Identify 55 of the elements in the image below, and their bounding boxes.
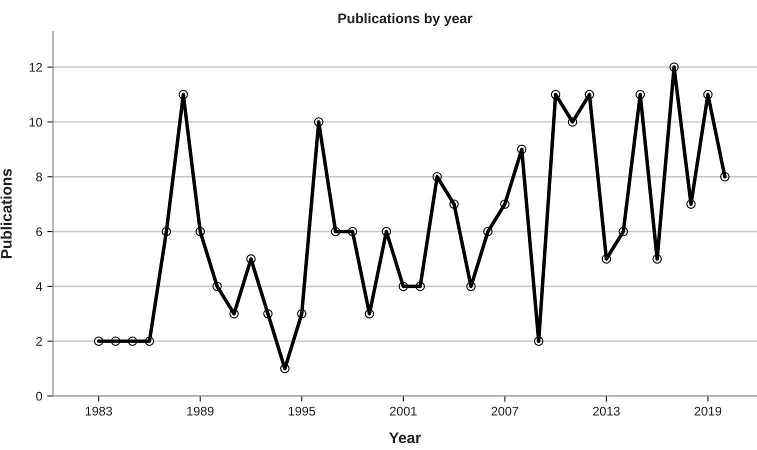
point <box>196 226 205 236</box>
point <box>128 336 138 346</box>
point <box>686 199 696 209</box>
y-tick-label: 10 <box>30 118 42 127</box>
x-axis-title: Year <box>389 432 421 444</box>
point <box>568 117 578 127</box>
x-tick-label: 2019 <box>694 406 722 416</box>
y-tick-label: 6 <box>36 227 42 236</box>
chart-title: Publications by year <box>338 13 472 26</box>
point <box>263 309 273 318</box>
x-tick-label: 2007 <box>492 406 518 416</box>
point <box>669 62 679 72</box>
y-tick-label: 12 <box>30 62 42 72</box>
point <box>652 254 662 264</box>
point <box>348 226 358 236</box>
point <box>618 226 628 236</box>
y-tick-label: 4 <box>36 282 42 291</box>
point <box>382 226 392 236</box>
point <box>432 172 442 182</box>
point <box>584 90 594 100</box>
point <box>449 199 459 209</box>
point <box>703 90 713 100</box>
point <box>297 309 306 318</box>
x-tick-label: 2001 <box>390 406 417 416</box>
point <box>364 309 374 318</box>
point <box>466 282 476 292</box>
point <box>212 282 222 292</box>
point <box>720 172 730 182</box>
x-tick-label: 1995 <box>288 406 316 416</box>
y-tick-label: 0 <box>36 392 42 401</box>
x-tick-label: 2013 <box>593 406 620 416</box>
point <box>500 199 510 209</box>
point <box>280 364 290 374</box>
point <box>416 282 425 292</box>
point <box>398 282 408 292</box>
point <box>94 336 104 346</box>
x-tick-label: 1989 <box>187 406 214 416</box>
point <box>330 226 340 236</box>
point <box>110 336 120 346</box>
y-tick-label: 8 <box>36 172 42 182</box>
point <box>636 90 645 100</box>
point <box>178 90 188 100</box>
point <box>517 144 526 154</box>
point <box>534 336 544 346</box>
point <box>314 117 324 127</box>
point <box>144 336 154 346</box>
point <box>246 254 256 264</box>
x-tick-label: 1983 <box>86 406 112 416</box>
point <box>162 226 172 236</box>
y-axis-title: Publications <box>0 168 12 258</box>
y-tick-label: 2 <box>36 336 42 346</box>
point <box>229 309 239 318</box>
point <box>602 254 612 264</box>
point <box>550 90 560 100</box>
point <box>483 226 493 236</box>
